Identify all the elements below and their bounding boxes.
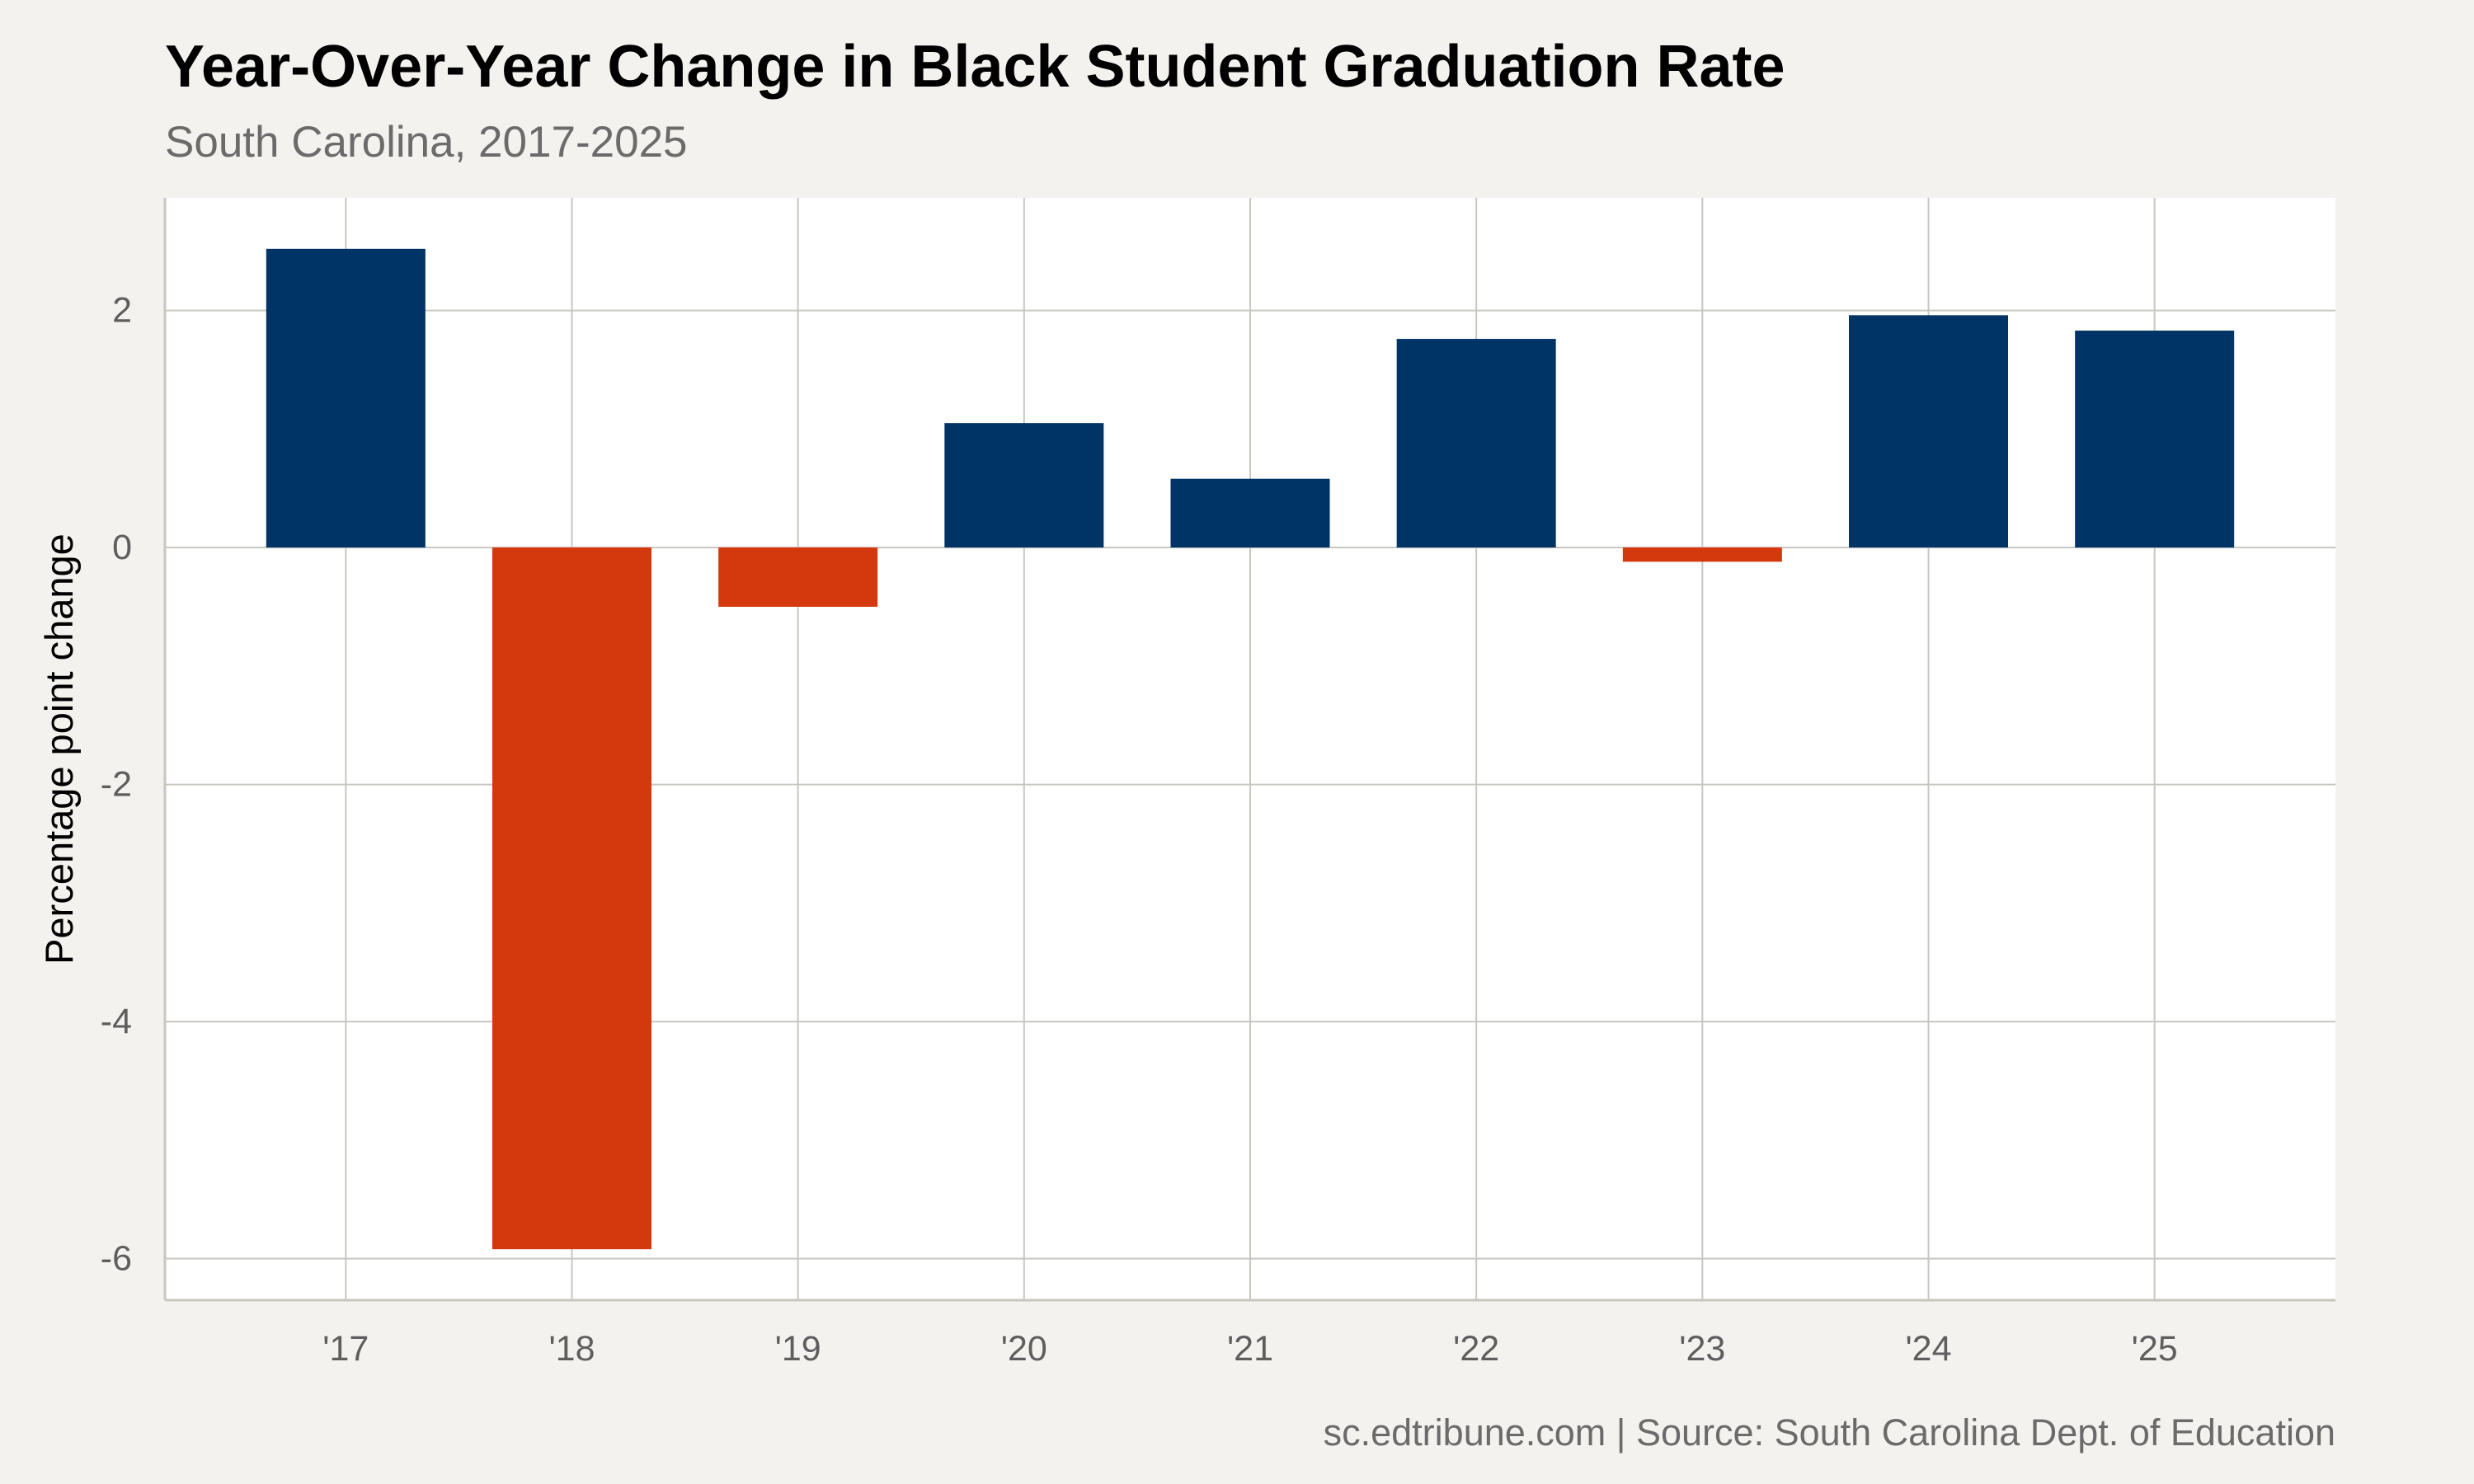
y-tick-label-2: -2 <box>101 765 132 805</box>
x-tick-label-2: '19 <box>775 1329 821 1369</box>
x-tick-label-4: '21 <box>1227 1329 1273 1369</box>
bar-6 <box>1622 547 1782 562</box>
x-tick-label-5: '22 <box>1453 1329 1499 1369</box>
x-tick-label-7: '24 <box>1905 1329 1951 1369</box>
x-tick-label-0: '17 <box>322 1329 369 1369</box>
chart-title: Year-Over-Year Change in Black Student G… <box>165 34 1785 100</box>
y-axis-title: Percentage point change <box>37 533 81 965</box>
chart-subtitle: South Carolina, 2017-2025 <box>165 118 688 167</box>
x-tick-label-8: '25 <box>2132 1329 2178 1369</box>
y-tick-label-4: 2 <box>112 291 132 331</box>
tick-labels: -6 -4 -2 0 2 '17 '18 '19 '20 '21 '22 '23 '24 '25 <box>101 291 2178 1369</box>
x-tick-label-3: '20 <box>1001 1329 1047 1369</box>
x-tick-label-6: '23 <box>1679 1329 1725 1369</box>
bar-0 <box>266 248 426 548</box>
bar-7 <box>1849 315 2008 548</box>
x-tick-label-1: '18 <box>548 1329 595 1369</box>
bar-5 <box>1396 339 1556 548</box>
source-caption: sc.edtribune.com | Source: South Carolin… <box>1323 1411 2335 1453</box>
bar-1 <box>492 547 651 1250</box>
y-tick-label-0: -6 <box>101 1239 132 1279</box>
axes <box>163 198 2335 1302</box>
bar-2 <box>718 547 878 607</box>
y-tick-label-3: 0 <box>112 528 132 567</box>
y-tick-label-1: -4 <box>101 1002 132 1041</box>
bars <box>266 248 2235 1250</box>
bar-8 <box>2075 331 2235 548</box>
bar-4 <box>1170 478 1330 548</box>
bar-3 <box>944 423 1104 548</box>
